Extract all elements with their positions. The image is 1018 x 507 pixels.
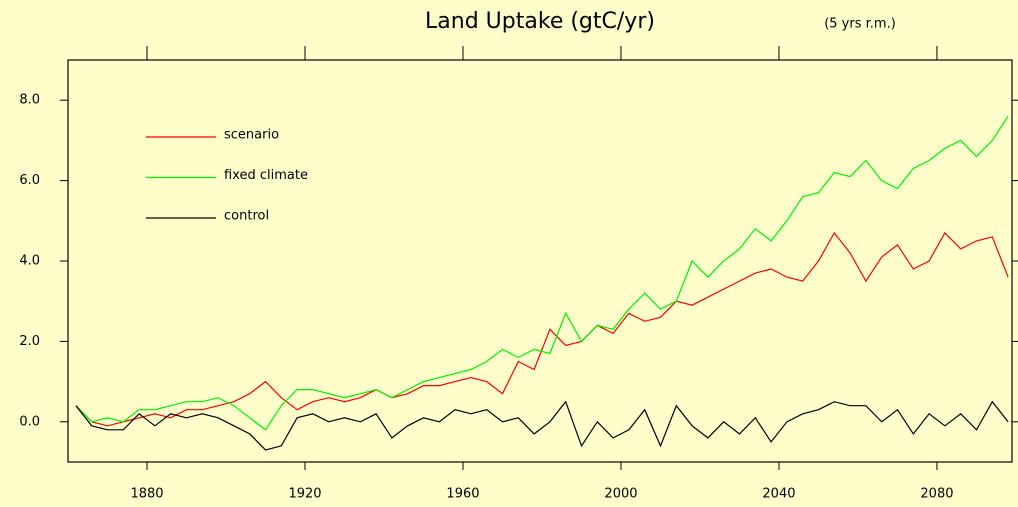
y-tick-label: 0.0 (19, 414, 40, 429)
x-tick-label: 1880 (130, 487, 163, 502)
y-tick-label: 4.0 (19, 254, 40, 269)
legend-label: control (224, 209, 269, 224)
line-series (75, 231, 1009, 427)
x-tick-label: 1960 (446, 487, 479, 502)
line-series (75, 115, 1009, 431)
annotation: (5 yrs r.m.) (824, 17, 896, 32)
chart-title: Land Uptake (gtC/yr) (425, 9, 655, 34)
x-tick-label: 2040 (762, 487, 795, 502)
x-tick-label: 2000 (604, 487, 637, 502)
x-tick-label: 1920 (288, 487, 321, 502)
legend-label: scenario (224, 128, 279, 143)
y-tick-label: 8.0 (19, 93, 40, 108)
y-tick-label: 2.0 (19, 334, 40, 349)
y-tick-label: 6.0 (19, 173, 40, 188)
line-series (75, 400, 1009, 451)
legend-label: fixed climate (224, 168, 308, 183)
x-tick-label: 2080 (920, 487, 953, 502)
